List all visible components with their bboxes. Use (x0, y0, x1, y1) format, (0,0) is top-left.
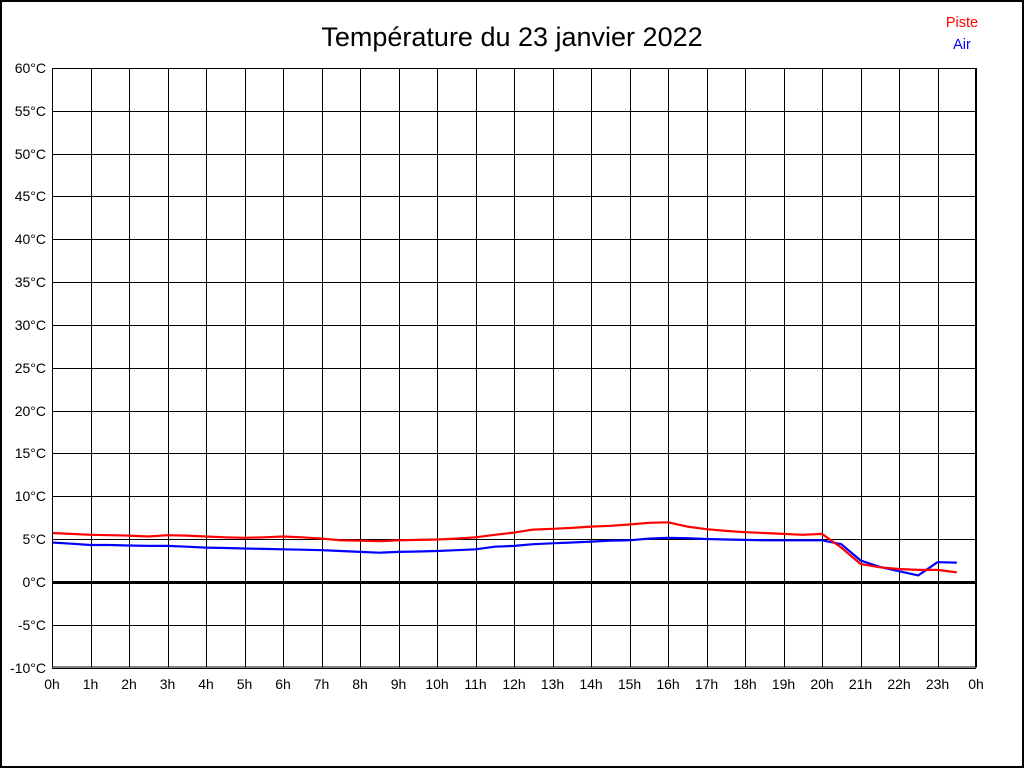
grid (52, 68, 977, 669)
y-tick-label: 40°C (15, 231, 46, 247)
x-tick-label: 0h (968, 676, 984, 692)
piste-line (51, 521, 957, 574)
y-tick-label: 5°C (23, 531, 47, 547)
y-tick-label: 20°C (15, 403, 46, 419)
x-tick-label: 8h (352, 676, 368, 692)
x-tick-label: 23h (926, 676, 949, 692)
x-tick-label: 19h (772, 676, 795, 692)
x-tick-label: 3h (160, 676, 176, 692)
x-tick-label: 9h (391, 676, 407, 692)
x-tick-label: 14h (579, 676, 602, 692)
x-tick-label: 6h (275, 676, 291, 692)
chart-title: Température du 23 janvier 2022 (321, 22, 703, 52)
x-tick-label: 16h (656, 676, 679, 692)
y-tick-label: 25°C (15, 360, 46, 376)
y-axis-labels: 60°C 55°C 50°C 45°C 40°C 35°C 30°C 25°C 20°C 15°C… (10, 60, 46, 676)
x-tick-label: 2h (121, 676, 137, 692)
y-tick-label: -5°C (18, 617, 46, 633)
x-tick-label: 13h (541, 676, 564, 692)
x-tick-label: 4h (198, 676, 214, 692)
y-tick-label: 60°C (15, 60, 46, 76)
x-tick-label: 15h (618, 676, 641, 692)
y-tick-label: 10°C (15, 488, 46, 504)
plot-border (51, 67, 977, 668)
y-tick-label: 0°C (23, 574, 47, 590)
y-tick-label: 50°C (15, 146, 46, 162)
x-tick-label: 22h (887, 676, 910, 692)
x-tick-label: 1h (83, 676, 99, 692)
x-axis-labels: 0h 1h 2h 3h 4h 5h 6h 7h 8h 9h 10h 11h 12h 13h 14h 15h 16… (44, 676, 984, 692)
y-tick-label: 15°C (15, 445, 46, 461)
y-tick-label: -10°C (10, 660, 46, 676)
x-tick-label: 10h (425, 676, 448, 692)
legend-item-piste: Piste (945, 15, 979, 31)
x-tick-label: 7h (314, 676, 330, 692)
y-tick-label: 45°C (15, 188, 46, 204)
legend: Piste Air (928, 12, 996, 56)
y-tick-label: 30°C (15, 317, 46, 333)
x-tick-label: 20h (810, 676, 833, 692)
x-tick-label: 21h (849, 676, 872, 692)
y-tick-label: 35°C (15, 274, 46, 290)
x-tick-label: 5h (237, 676, 253, 692)
x-tick-label: 11h (464, 676, 486, 692)
legend-item-air: Air (953, 37, 971, 53)
air-line (51, 536, 957, 577)
x-tick-label: 18h (733, 676, 756, 692)
x-tick-label: 12h (502, 676, 525, 692)
x-tick-label: 17h (695, 676, 718, 692)
x-tick-label: 0h (44, 676, 60, 692)
y-tick-label: 55°C (15, 103, 46, 119)
